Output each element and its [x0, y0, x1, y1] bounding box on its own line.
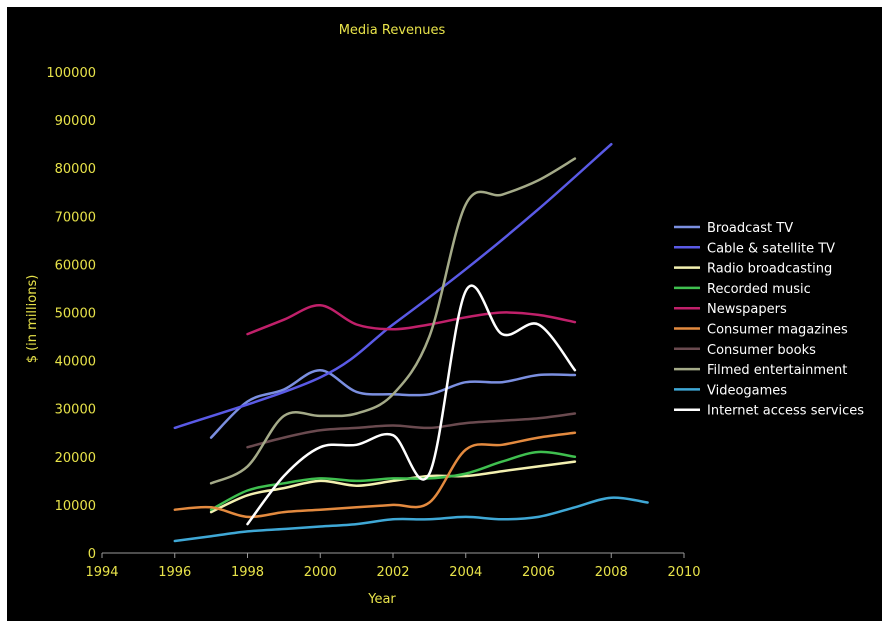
legend-label-recorded-music: Recorded music: [707, 282, 811, 297]
x-tick-label: 1994: [85, 565, 118, 580]
legend-label-broadcast-tv: Broadcast TV: [707, 221, 793, 236]
y-tick-label: 100000: [46, 66, 96, 81]
x-axis-title: Year: [367, 592, 396, 607]
y-tick-label: 60000: [55, 258, 96, 273]
series-line-cable-satellite-tv: [173, 142, 613, 430]
series-line-recorded-music: [209, 450, 577, 511]
series-line-filmed-entertainment: [209, 157, 577, 485]
series-line-internet-access-services: [246, 284, 577, 526]
y-tick-label: 10000: [55, 499, 96, 514]
x-tick-label: 2010: [667, 565, 700, 580]
series-line-consumer-books: [246, 412, 577, 449]
y-axis-title: $ (in millions): [25, 275, 40, 364]
series-line-newspapers: [246, 304, 577, 336]
legend-label-internet-access-services: Internet access services: [707, 404, 864, 419]
legend-label-consumer-magazines: Consumer magazines: [707, 323, 848, 338]
legend-label-consumer-books: Consumer books: [707, 343, 816, 358]
x-tick-label: 2008: [595, 565, 628, 580]
series-line-broadcast-tv: [209, 368, 577, 439]
legend-label-radio-broadcasting: Radio broadcasting: [707, 262, 832, 277]
y-tick-label: 0: [88, 547, 96, 562]
y-tick-label: 80000: [55, 162, 96, 177]
series-line-consumer-magazines: [173, 431, 577, 519]
series-line-videogames: [173, 496, 649, 543]
x-tick-label: 2004: [449, 565, 482, 580]
y-tick-label: 50000: [55, 307, 96, 322]
legend: Broadcast TV Cable & satellite TV Radio br…: [674, 221, 864, 419]
legend-label-newspapers: Newspapers: [707, 302, 787, 317]
x-axis-ticks: 1994 1996 1998 2000 2002 2004 2006 2008 2010: [85, 553, 701, 580]
y-tick-label: 40000: [55, 355, 96, 370]
legend-label-cable-satellite-tv: Cable & satellite TV: [707, 241, 835, 256]
x-tick-label: 2006: [522, 565, 555, 580]
y-tick-label: 70000: [55, 210, 96, 225]
chart-title: Media Revenues: [339, 23, 446, 38]
y-tick-label: 20000: [55, 451, 96, 466]
x-tick-label: 2000: [304, 565, 337, 580]
line-chart: Media Revenues 0 10000 20000 30000 40000 5000…: [25, 23, 864, 607]
x-tick-label: 1998: [231, 565, 264, 580]
chart-frame: Media Revenues 0 10000 20000 30000 40000 5000…: [7, 7, 882, 621]
y-tick-label: 90000: [55, 114, 96, 129]
x-tick-label: 2002: [376, 565, 409, 580]
legend-label-filmed-entertainment: Filmed entertainment: [707, 363, 847, 378]
y-axis-ticks: 0 10000 20000 30000 40000 50000 60000 70000 8000…: [46, 66, 96, 562]
series-lines: [173, 142, 649, 543]
x-tick-label: 1996: [158, 565, 191, 580]
y-tick-label: 30000: [55, 403, 96, 418]
legend-label-videogames: Videogames: [707, 383, 787, 398]
